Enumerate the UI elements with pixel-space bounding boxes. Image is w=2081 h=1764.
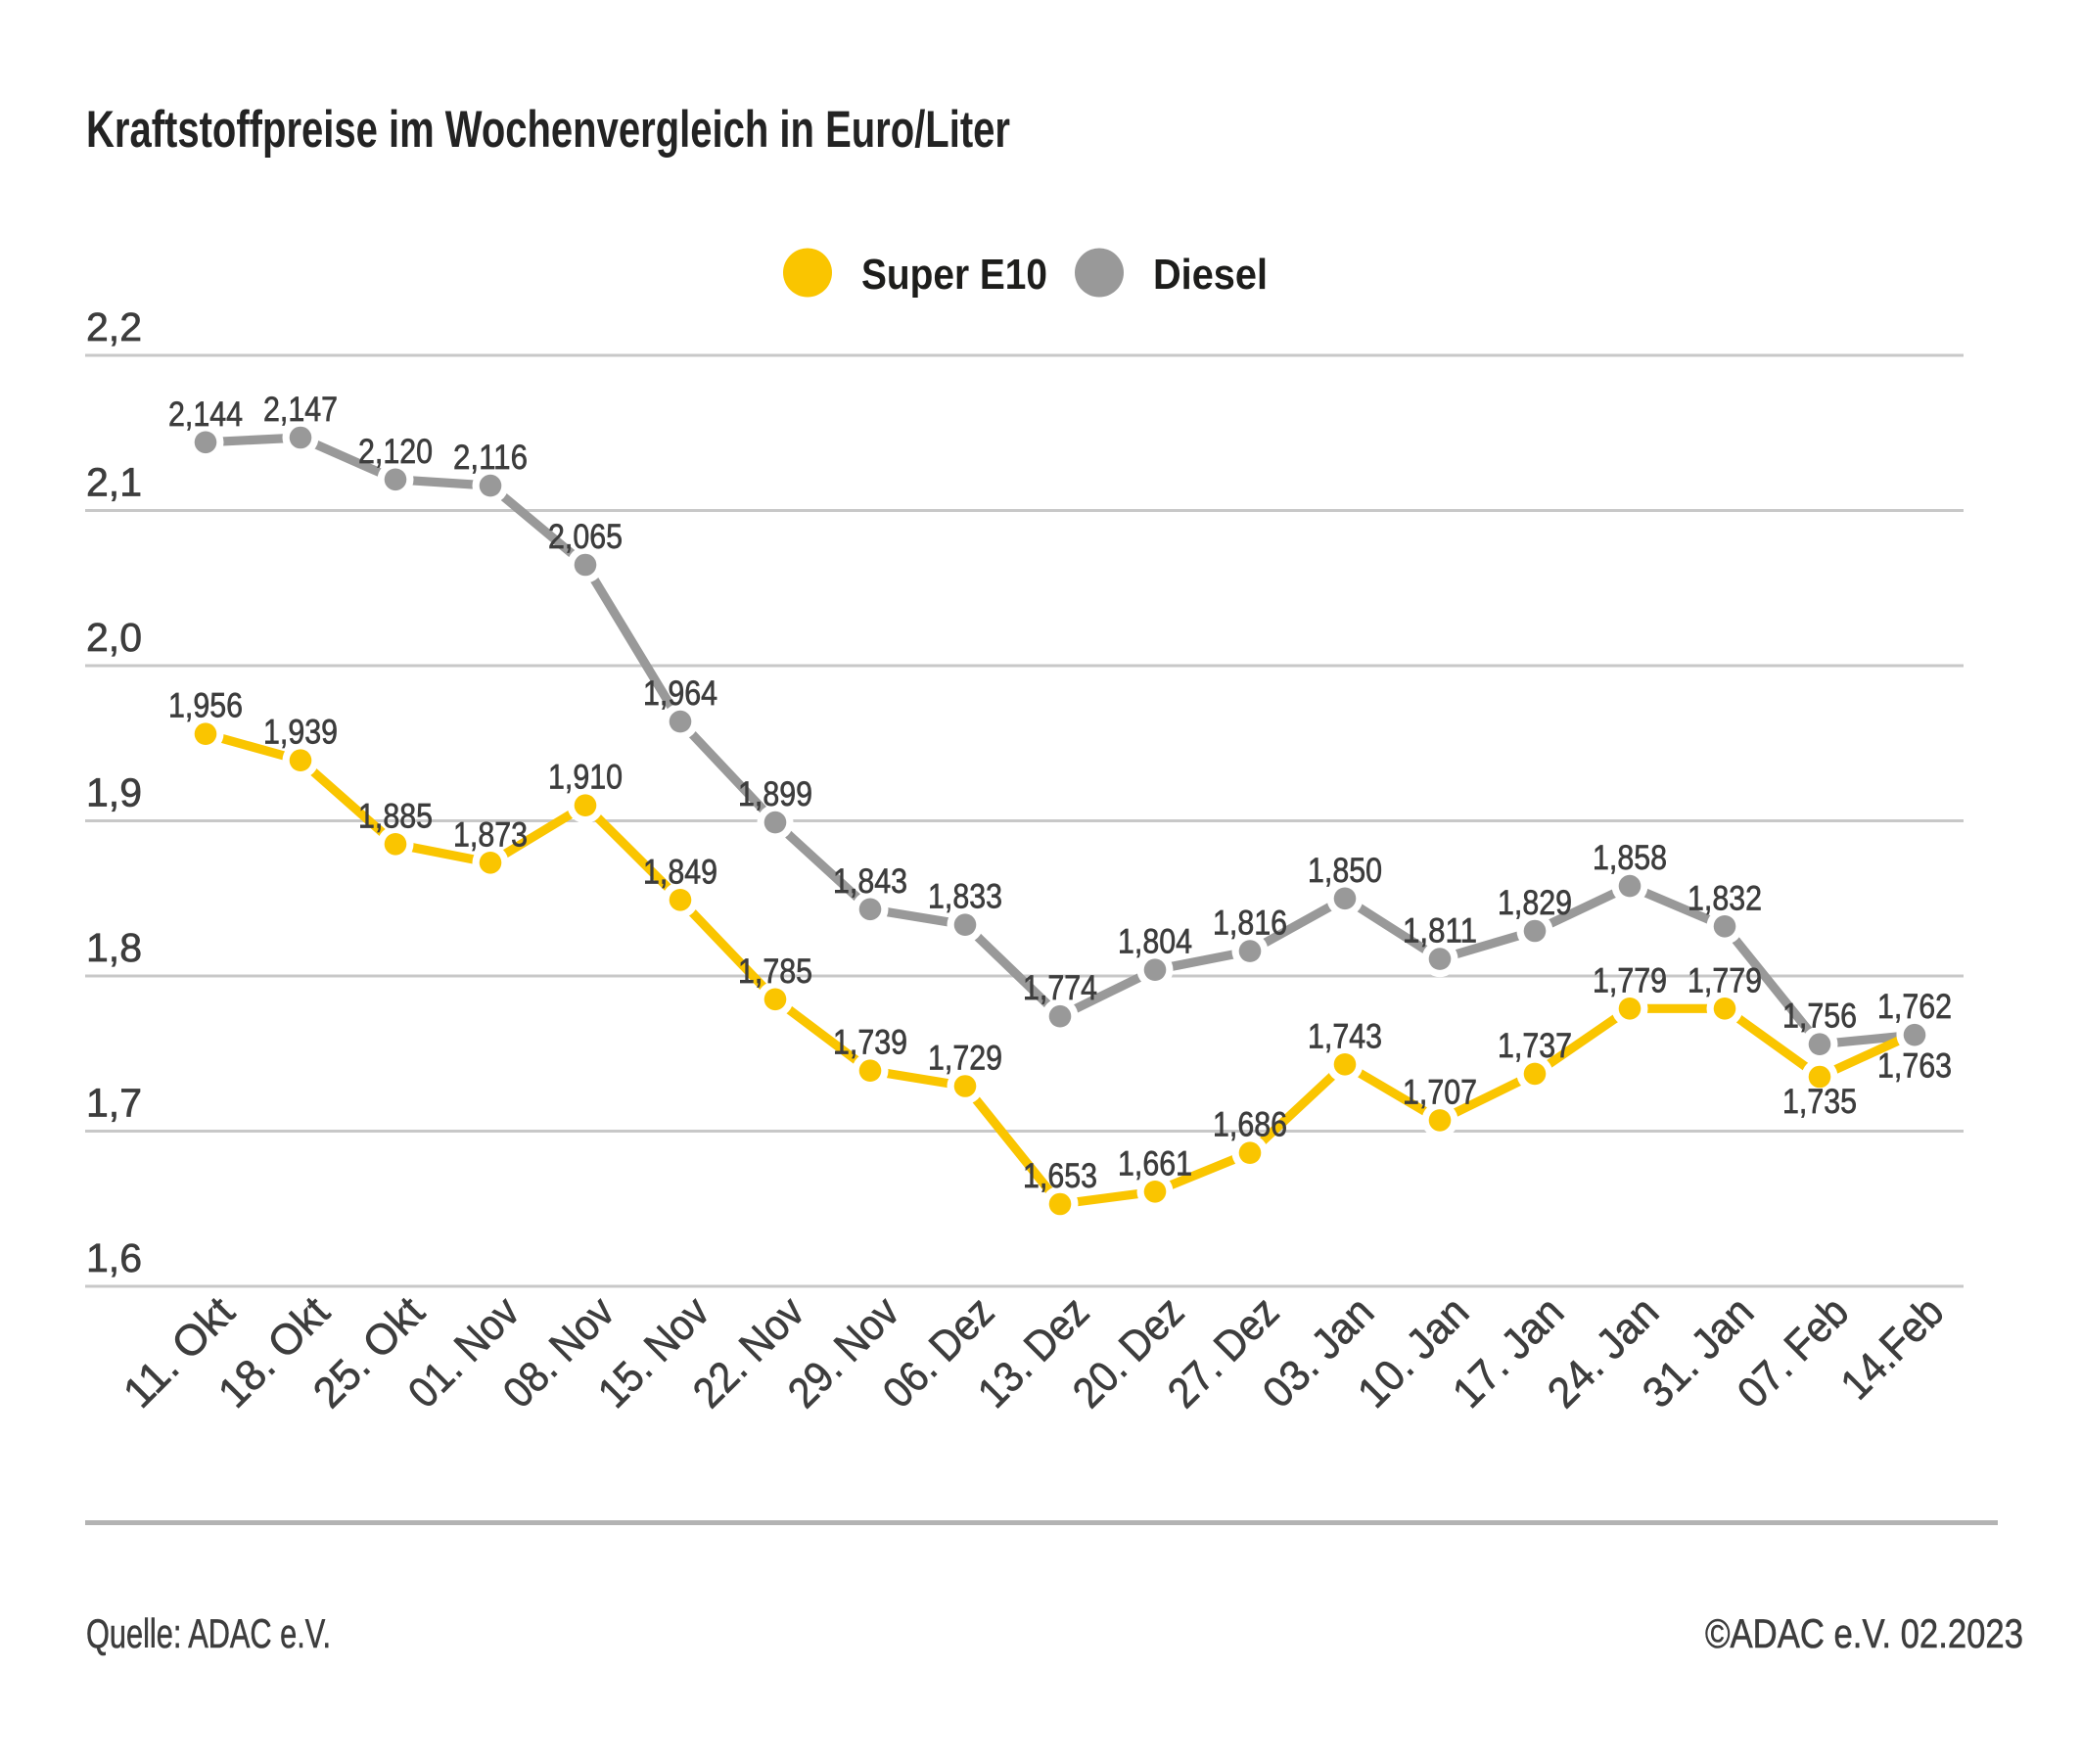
svg-text:2,144: 2,144 xyxy=(168,395,243,434)
svg-text:1,779: 1,779 xyxy=(1593,961,1667,999)
svg-text:1,779: 1,779 xyxy=(1688,961,1762,999)
svg-text:1,849: 1,849 xyxy=(643,853,717,891)
svg-text:2,116: 2,116 xyxy=(453,439,528,477)
svg-text:1,956: 1,956 xyxy=(168,687,243,725)
svg-text:1,885: 1,885 xyxy=(358,797,433,835)
svg-text:1,707: 1,707 xyxy=(1403,1073,1477,1111)
svg-text:1,910: 1,910 xyxy=(548,759,623,797)
svg-text:1,7: 1,7 xyxy=(86,1081,142,1126)
svg-text:©ADAC e.V. 02.2023: ©ADAC e.V. 02.2023 xyxy=(1705,1610,2023,1656)
svg-text:1,8: 1,8 xyxy=(86,925,142,970)
svg-text:Super E10: Super E10 xyxy=(861,251,1047,299)
svg-text:1,763: 1,763 xyxy=(1877,1047,1952,1086)
svg-text:2,065: 2,065 xyxy=(548,518,623,556)
svg-text:1,686: 1,686 xyxy=(1213,1106,1287,1144)
svg-text:1,9: 1,9 xyxy=(86,770,142,815)
svg-text:1,661: 1,661 xyxy=(1118,1144,1192,1183)
svg-text:1,762: 1,762 xyxy=(1877,988,1952,1026)
svg-text:Kraftstoffpreise im Wochenverg: Kraftstoffpreise im Wochenvergleich in E… xyxy=(86,101,1010,159)
svg-text:Diesel: Diesel xyxy=(1153,251,1268,299)
svg-text:1,843: 1,843 xyxy=(833,862,907,901)
svg-text:2,1: 2,1 xyxy=(86,460,142,505)
svg-text:1,964: 1,964 xyxy=(643,674,717,713)
svg-text:1,899: 1,899 xyxy=(738,775,812,813)
svg-text:1,816: 1,816 xyxy=(1213,905,1287,943)
svg-text:2,120: 2,120 xyxy=(358,433,433,471)
svg-text:1,804: 1,804 xyxy=(1118,923,1192,961)
svg-text:1,785: 1,785 xyxy=(738,952,812,991)
svg-text:1,743: 1,743 xyxy=(1308,1017,1382,1055)
svg-text:1,739: 1,739 xyxy=(833,1024,907,1062)
svg-text:1,6: 1,6 xyxy=(86,1235,142,1280)
svg-text:2,2: 2,2 xyxy=(86,304,142,349)
svg-text:1,858: 1,858 xyxy=(1593,839,1667,877)
svg-text:1,653: 1,653 xyxy=(1023,1157,1097,1195)
svg-text:1,829: 1,829 xyxy=(1498,884,1572,922)
svg-text:1,939: 1,939 xyxy=(263,714,338,752)
svg-text:1,832: 1,832 xyxy=(1688,879,1762,917)
svg-text:1,811: 1,811 xyxy=(1403,912,1477,951)
svg-text:1,756: 1,756 xyxy=(1782,998,1857,1036)
svg-text:1,729: 1,729 xyxy=(928,1040,1002,1078)
svg-text:1,873: 1,873 xyxy=(453,815,528,854)
svg-text:1,850: 1,850 xyxy=(1308,852,1382,890)
svg-text:Quelle: ADAC e.V.: Quelle: ADAC e.V. xyxy=(86,1610,331,1656)
svg-text:1,774: 1,774 xyxy=(1023,969,1097,1007)
svg-text:2,147: 2,147 xyxy=(263,391,338,429)
svg-text:1,735: 1,735 xyxy=(1782,1083,1857,1121)
svg-text:1,737: 1,737 xyxy=(1498,1027,1572,1065)
svg-text:2,0: 2,0 xyxy=(86,615,142,660)
svg-text:1,833: 1,833 xyxy=(928,878,1002,916)
